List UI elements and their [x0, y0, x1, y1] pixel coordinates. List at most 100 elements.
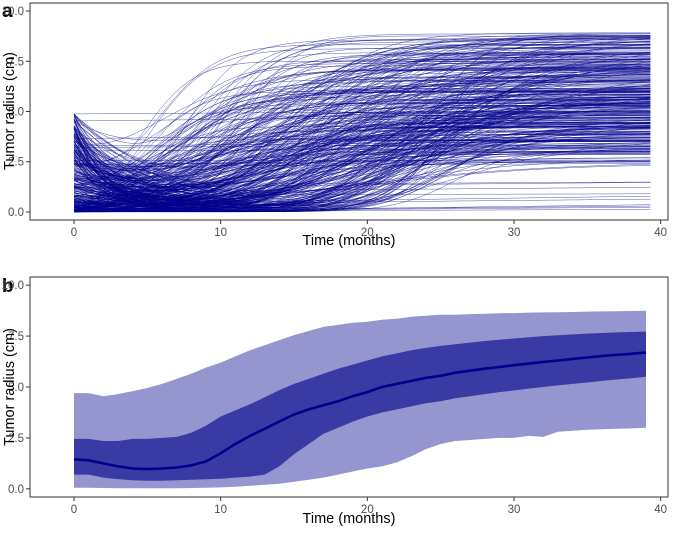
panel-a-x-axis: 0 10 20 30 40 [71, 220, 667, 239]
trajectory-line [73, 74, 651, 170]
trajectory-line [73, 35, 651, 213]
panel-b-chart: 0.0 2.5 5.0 7.5 10.0 0 10 20 30 40 Time (months)… [2, 276, 669, 527]
trajectory-line [73, 48, 651, 202]
trajectory-line [73, 69, 651, 185]
x-tick-label: 30 [508, 227, 521, 239]
trajectory-line [73, 76, 651, 209]
trajectory-line [73, 41, 651, 195]
y-tick-label: 10.0 [2, 6, 24, 18]
panel-a-chart: 0.0 2.5 5.0 7.5 10.0 0 10 20 30 40 Time (months)… [2, 2, 669, 249]
trajectory-line [73, 51, 651, 177]
y-tick-label: 7.5 [8, 331, 24, 343]
trajectory-line [73, 101, 651, 202]
y-tick-label: 5.0 [8, 107, 24, 119]
y-tick-label: 5.0 [8, 382, 24, 394]
trajectory-line [74, 181, 651, 186]
y-tick-label: 7.5 [8, 56, 24, 68]
panel-b-x-axis: 0 10 20 30 40 [71, 497, 667, 516]
trajectory-line [73, 99, 651, 209]
trajectory-line [73, 63, 651, 198]
trajectory-line [73, 100, 651, 206]
trajectory-line [73, 195, 651, 205]
trajectory-line [73, 153, 651, 202]
trajectory-line [73, 54, 651, 189]
trajectory-line [73, 113, 651, 198]
trajectory-line [73, 122, 651, 167]
trajectory-line [73, 120, 651, 141]
trajectory-line [73, 97, 651, 212]
trajectory-line [73, 107, 651, 144]
trajectory-line [73, 88, 651, 212]
x-tick-label: 40 [654, 227, 667, 239]
trajectory-line [73, 96, 651, 205]
trajectory-line [73, 37, 651, 200]
trajectory-line [73, 38, 651, 195]
trajectory-line [73, 152, 651, 179]
trajectory-line [73, 143, 651, 182]
trajectory-line [73, 70, 651, 167]
panel-b-bands [73, 310, 647, 489]
panel-b-x-axis-title: Time (months) [303, 511, 396, 527]
trajectory-line [73, 63, 651, 178]
trajectory-line [73, 74, 651, 210]
trajectory-line [73, 119, 651, 205]
trajectory-line [73, 64, 651, 178]
panel-a-label: a [2, 1, 13, 22]
trajectory-line [73, 111, 651, 212]
trajectory-line [74, 147, 651, 152]
inner-band [74, 331, 646, 481]
x-tick-label: 0 [71, 227, 77, 239]
x-tick-label: 20 [361, 504, 374, 516]
median-line [73, 351, 647, 471]
trajectory-line [73, 52, 651, 212]
trajectory-line [73, 93, 651, 211]
trajectory-line [73, 35, 651, 198]
trajectory-line [73, 144, 651, 207]
trajectory-line [73, 101, 651, 199]
y-tick-label: 2.5 [8, 157, 24, 169]
x-tick-label: 40 [654, 504, 667, 516]
trajectory-line [73, 60, 651, 200]
trajectory-line [73, 138, 651, 189]
trajectory-line [73, 66, 651, 212]
trajectory-line [73, 97, 651, 210]
trajectory-line [74, 209, 651, 212]
y-tick-label: 2.5 [8, 433, 24, 445]
x-tick-label: 0 [71, 504, 77, 516]
trajectory-line [73, 54, 651, 202]
y-tick-label: 10.0 [2, 280, 24, 292]
trajectory-line [74, 137, 651, 212]
panel-a-trajectories [73, 32, 651, 213]
panel-b-y-axis: 0.0 2.5 5.0 7.5 10.0 [2, 280, 30, 496]
trajectory-line [73, 53, 651, 182]
trajectory-line [73, 114, 651, 167]
x-tick-label: 10 [214, 504, 227, 516]
trajectory-line [73, 112, 651, 210]
trajectory-line [73, 98, 651, 206]
trajectory-line [73, 128, 651, 192]
trajectory-line [73, 39, 651, 187]
trajectory-line [73, 85, 651, 212]
trajectory-line [73, 64, 651, 213]
trajectory-line [73, 78, 651, 174]
x-tick-label: 20 [361, 227, 374, 239]
trajectory-line [73, 65, 651, 211]
trajectory-line [74, 161, 651, 165]
trajectory-line [74, 48, 651, 209]
trajectory-line [73, 138, 651, 180]
y-tick-label: 0.0 [8, 207, 24, 219]
trajectory-line [73, 63, 651, 207]
panel-b-label: b [2, 276, 14, 297]
trajectory-line [73, 97, 651, 206]
trajectory-line [73, 52, 651, 188]
trajectory-line [73, 98, 651, 186]
y-tick-label: 0.0 [8, 484, 24, 496]
trajectory-line [73, 68, 651, 184]
trajectory-line [73, 91, 651, 201]
panel-a-y-axis: 0.0 2.5 5.0 7.5 10.0 [2, 6, 30, 219]
trajectory-line [73, 123, 651, 212]
panel-b-y-axis-title: Tumor radius (cm) [2, 328, 18, 446]
trajectory-line [73, 123, 651, 189]
trajectory-line [73, 132, 651, 205]
trajectory-line [73, 86, 651, 212]
